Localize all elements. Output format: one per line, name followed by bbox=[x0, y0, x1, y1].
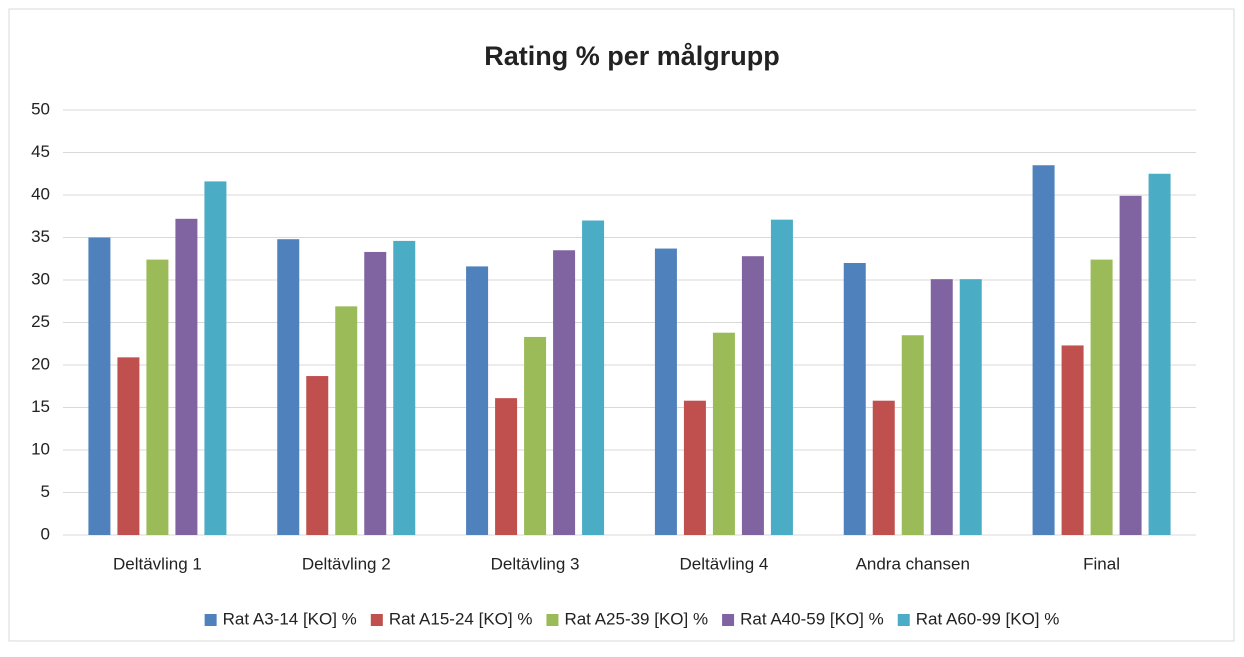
legend-label: Rat A40-59 [KO] % bbox=[740, 609, 884, 628]
bar bbox=[1148, 173, 1171, 535]
legend-label: Rat A15-24 [KO] % bbox=[389, 609, 533, 628]
bar bbox=[1032, 165, 1055, 535]
bar bbox=[495, 398, 518, 535]
legend-swatch bbox=[370, 614, 383, 626]
bar bbox=[712, 332, 735, 535]
x-tick-label: Deltävling 1 bbox=[113, 554, 202, 573]
bar bbox=[204, 181, 227, 535]
y-tick-label: 25 bbox=[31, 312, 50, 331]
bar bbox=[88, 237, 111, 535]
x-tick-label: Deltävling 4 bbox=[680, 554, 769, 573]
bar bbox=[582, 220, 605, 535]
legend-swatch bbox=[722, 614, 735, 626]
y-tick-label: 35 bbox=[31, 227, 50, 246]
bar bbox=[959, 279, 982, 535]
bar bbox=[1061, 345, 1084, 535]
x-tick-label: Deltävling 2 bbox=[302, 554, 391, 573]
bar bbox=[901, 335, 924, 535]
x-tick-label: Andra chansen bbox=[856, 554, 970, 573]
y-tick-label: 15 bbox=[31, 397, 50, 416]
bar bbox=[843, 263, 866, 535]
y-tick-label: 50 bbox=[31, 99, 50, 118]
bar bbox=[741, 256, 764, 535]
bar bbox=[364, 251, 387, 535]
bar bbox=[393, 240, 416, 535]
bar bbox=[553, 250, 576, 535]
legend-label: Rat A60-99 [KO] % bbox=[916, 609, 1060, 628]
bar bbox=[1090, 259, 1113, 535]
bar bbox=[930, 279, 953, 535]
bar bbox=[1119, 195, 1142, 535]
legend-swatch bbox=[546, 614, 559, 626]
y-tick-label: 30 bbox=[31, 269, 50, 288]
y-tick-label: 45 bbox=[31, 142, 50, 161]
bar bbox=[872, 400, 895, 535]
bar bbox=[146, 259, 169, 535]
bar bbox=[335, 306, 358, 535]
bar bbox=[117, 357, 140, 535]
bar bbox=[466, 266, 489, 535]
chart-title: Rating % per målgrupp bbox=[484, 41, 780, 71]
bar bbox=[683, 400, 706, 535]
y-tick-label: 10 bbox=[31, 439, 50, 458]
y-tick-label: 20 bbox=[31, 354, 50, 373]
legend-label: Rat A3-14 [KO] % bbox=[223, 609, 357, 628]
bar bbox=[306, 376, 329, 535]
y-tick-label: 0 bbox=[41, 524, 50, 543]
legend-swatch bbox=[204, 614, 217, 626]
bar bbox=[175, 218, 198, 536]
bar bbox=[277, 239, 300, 535]
bar bbox=[770, 219, 793, 535]
bar bbox=[654, 248, 677, 536]
legend-swatch bbox=[897, 614, 910, 626]
y-tick-label: 40 bbox=[31, 184, 50, 203]
legend-label: Rat A25-39 [KO] % bbox=[564, 609, 708, 628]
bar bbox=[524, 336, 547, 535]
x-tick-label: Deltävling 3 bbox=[491, 554, 580, 573]
y-tick-label: 5 bbox=[41, 482, 50, 501]
x-tick-label: Final bbox=[1083, 554, 1120, 573]
